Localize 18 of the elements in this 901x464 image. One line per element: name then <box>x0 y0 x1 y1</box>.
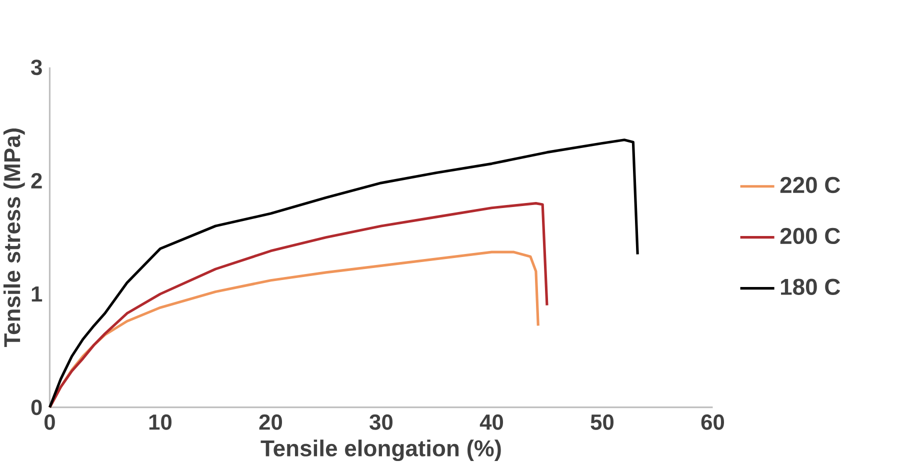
x-tick-label: 10 <box>149 414 172 430</box>
x-tick-label: 30 <box>370 414 393 430</box>
x-tick-label: 50 <box>590 414 614 430</box>
line-series <box>48 202 548 409</box>
x-tick-label: 0 <box>44 414 55 430</box>
y-axis-title: Tensile stress (MPa) <box>3 128 25 348</box>
y-tick-label: 1 <box>32 286 42 302</box>
x-tick-label: 60 <box>701 414 724 430</box>
x-tick-label: 40 <box>480 414 504 430</box>
y-tick-label: 2 <box>31 173 42 188</box>
legend-label: 180 C <box>781 278 840 296</box>
y-tick-label: 0 <box>31 400 42 416</box>
x-axis-title: Tensile elongation (%) <box>260 440 501 462</box>
y-tick-label: 3 <box>31 60 42 76</box>
legend-label: 220 C <box>780 176 840 194</box>
line-series <box>48 138 639 409</box>
x-tick-label: 20 <box>259 414 282 430</box>
legend-label: 200 C <box>780 228 840 244</box>
